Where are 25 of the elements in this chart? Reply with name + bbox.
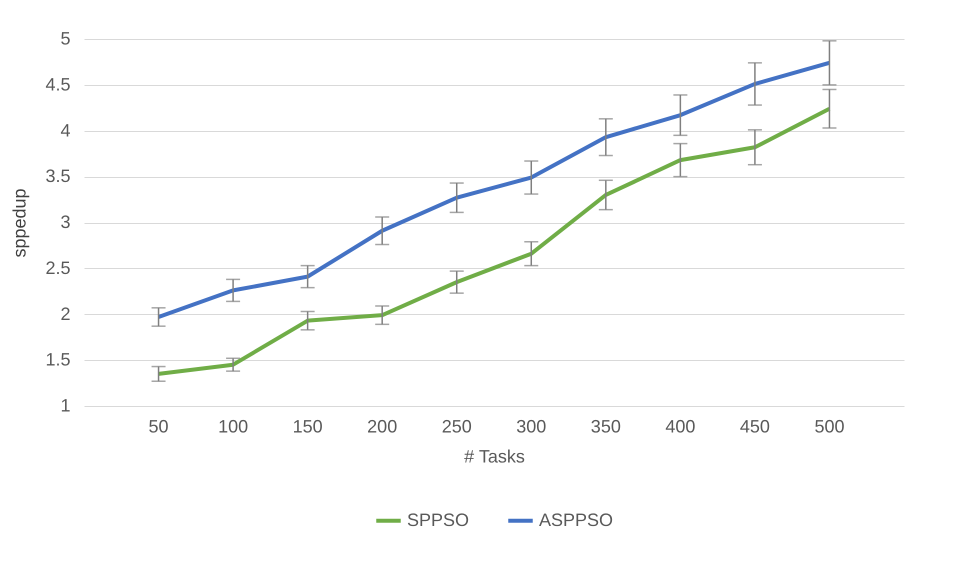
y-tick-label: 1.5 xyxy=(45,350,70,370)
y-axis-title: sppedup xyxy=(9,188,30,258)
legend-label: ASPPSO xyxy=(539,510,614,530)
y-tick-label: 2.5 xyxy=(45,258,70,278)
x-tick-label: 250 xyxy=(442,416,472,436)
y-tick-label: 4.5 xyxy=(45,74,70,94)
y-tick-label: 4 xyxy=(60,120,70,140)
x-axis-title: # Tasks xyxy=(464,446,525,466)
y-tick-label: 3 xyxy=(60,212,70,232)
x-tick-label: 400 xyxy=(665,416,696,436)
x-tick-label: 150 xyxy=(292,416,323,436)
x-tick-label: 300 xyxy=(516,416,546,436)
x-tick-label: 450 xyxy=(740,416,770,436)
x-tick-label: 100 xyxy=(218,416,248,436)
y-tick-label: 3.5 xyxy=(45,166,70,186)
y-tick-label: 5 xyxy=(60,28,70,48)
y-tick-label: 1 xyxy=(60,396,70,416)
line-series xyxy=(156,106,832,376)
y-tick-label: 2 xyxy=(60,304,70,324)
x-tick-label: 200 xyxy=(367,416,398,436)
legend-label: SPPSO xyxy=(407,510,470,530)
x-tick-label: 350 xyxy=(590,416,621,436)
x-tick-label: 50 xyxy=(148,416,169,436)
x-tick-label: 500 xyxy=(814,416,844,436)
line-series xyxy=(156,60,832,320)
